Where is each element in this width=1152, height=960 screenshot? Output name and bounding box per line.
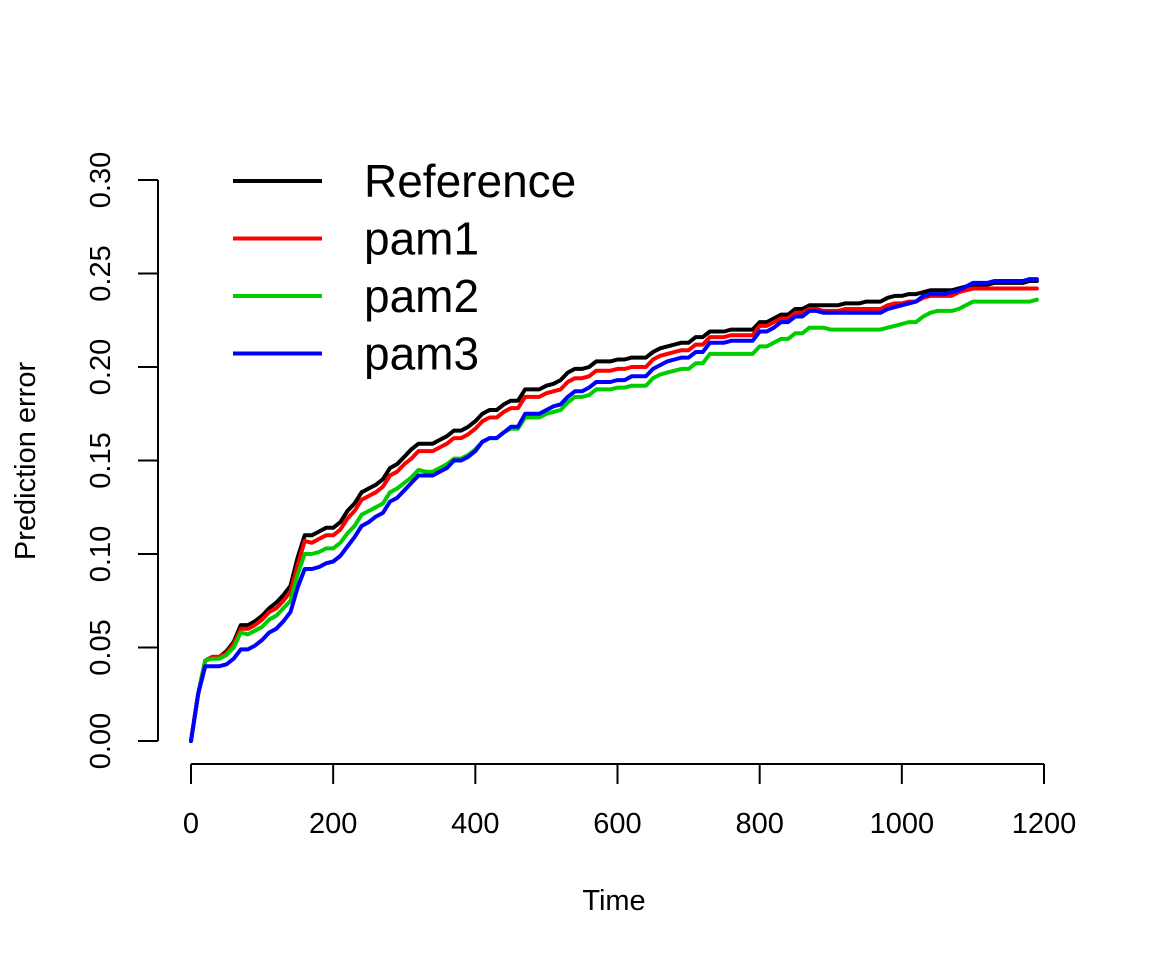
y-tick-label: 0.20 <box>85 339 117 395</box>
y-axis: 0.00 0.05 0.10 0.15 0.20 0.25 0.30 <box>85 152 159 769</box>
legend-label-pam1: pam1 <box>364 213 479 265</box>
y-tick-label: 0.00 <box>85 713 117 769</box>
legend-label-pam3: pam3 <box>364 328 479 380</box>
legend-label-pam2: pam2 <box>364 270 479 322</box>
x-tick-label: 600 <box>593 808 641 840</box>
series-line-pam3 <box>189 277 1039 743</box>
x-tick-label: 0 <box>183 808 199 840</box>
series-line-pam2 <box>189 297 1039 743</box>
x-axis-title: Time <box>582 885 645 917</box>
legend-label-reference: Reference <box>364 155 576 207</box>
series-line-reference <box>189 279 1039 743</box>
plot-area <box>189 277 1039 743</box>
y-tick-label: 0.30 <box>85 152 117 208</box>
x-tick-label: 400 <box>451 808 499 840</box>
y-axis-title: Prediction error <box>10 362 42 561</box>
x-tick-label: 1000 <box>870 808 935 840</box>
y-tick-label: 0.25 <box>85 245 117 301</box>
x-axis: 0 200 400 600 800 1000 1200 <box>183 763 1077 840</box>
y-tick-label: 0.15 <box>85 432 117 488</box>
x-tick-label: 800 <box>735 808 783 840</box>
series-line-pam1 <box>189 286 1039 743</box>
x-tick-label: 200 <box>309 808 357 840</box>
y-tick-label: 0.10 <box>85 526 117 582</box>
x-tick-label: 1200 <box>1012 808 1077 840</box>
y-tick-label: 0.05 <box>85 619 117 675</box>
